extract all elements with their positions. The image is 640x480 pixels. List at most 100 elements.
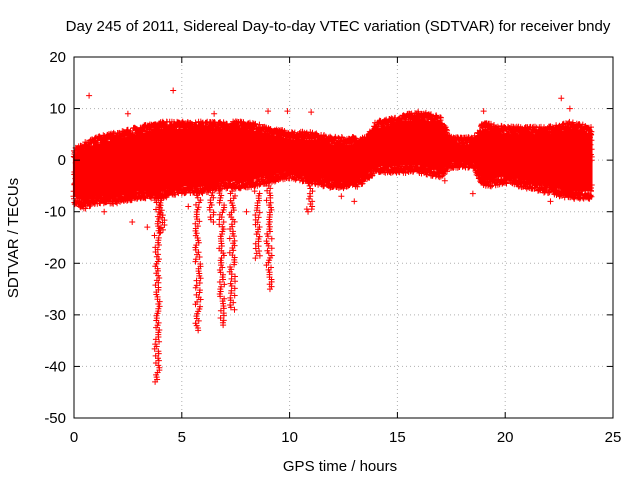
outlier-point <box>547 198 554 205</box>
data-point <box>268 235 275 242</box>
data-point <box>228 275 235 282</box>
data-point <box>309 188 316 195</box>
outlier-point <box>351 198 358 205</box>
outlier-point <box>480 108 487 115</box>
data-point <box>192 284 199 291</box>
data-point <box>152 282 159 289</box>
x-tick-label: 15 <box>389 429 406 446</box>
outlier-point <box>170 87 177 94</box>
outlier-point <box>586 195 593 202</box>
data-point <box>252 255 259 262</box>
x-tick-label: 10 <box>281 429 298 446</box>
y-tick-label: -10 <box>44 204 66 221</box>
outlier-point <box>523 185 530 192</box>
excursion-streak <box>192 182 204 334</box>
data-point <box>210 194 217 201</box>
y-tick-label: -30 <box>44 307 66 324</box>
data-point <box>305 180 312 187</box>
data-point <box>227 226 234 233</box>
excursion-streak <box>226 188 239 313</box>
outlier-point <box>86 92 93 99</box>
data-point <box>216 221 223 228</box>
x-axis-label: GPS time / hours <box>283 458 397 475</box>
data-point <box>195 327 202 334</box>
chart-title: Day 245 of 2011, Sidereal Day-to-day VTE… <box>66 18 611 35</box>
x-tick-label: 5 <box>178 429 186 446</box>
outlier-point <box>101 208 108 215</box>
data-point <box>157 190 164 197</box>
outlier-point <box>338 193 345 200</box>
data-point <box>251 188 258 195</box>
data-point <box>211 185 218 192</box>
data-point <box>231 285 238 292</box>
plot-frame <box>73 56 614 419</box>
data-point <box>256 209 263 216</box>
data-point <box>161 221 168 228</box>
outlier-point <box>566 105 573 112</box>
outlier-point <box>308 109 315 116</box>
data-point <box>232 278 239 285</box>
excursion-streak <box>156 177 168 236</box>
data-point <box>266 286 273 293</box>
excursion-streak <box>216 182 228 329</box>
data-point <box>256 252 263 259</box>
y-tick-label: -20 <box>44 255 66 272</box>
outlier-point <box>265 108 272 115</box>
data-point <box>192 301 199 308</box>
data-point <box>196 218 203 225</box>
x-tick-label: 0 <box>70 429 78 446</box>
outlier-point <box>571 195 578 202</box>
outlier-point <box>144 224 151 231</box>
x-tick-label: 25 <box>605 429 622 446</box>
data-point <box>253 231 260 238</box>
data-point <box>152 336 159 343</box>
x-tick-label: 20 <box>497 429 514 446</box>
data-point <box>197 296 204 303</box>
data-point <box>155 350 162 357</box>
y-axis-label: SDTVAR / TECUs <box>5 178 22 298</box>
data-point <box>230 247 237 254</box>
data-point <box>152 378 159 385</box>
data-point <box>151 345 158 352</box>
outlier-point <box>469 190 476 197</box>
y-tick-label: -50 <box>44 410 66 427</box>
data-point <box>306 182 313 189</box>
outlier-point <box>129 219 136 226</box>
data-point <box>265 250 272 257</box>
data-point <box>197 275 204 282</box>
data-point <box>156 338 163 345</box>
excursion-streak <box>251 188 263 262</box>
data-points <box>70 87 595 385</box>
data-point <box>220 276 227 283</box>
data-point <box>306 195 313 202</box>
y-tick-label: -40 <box>44 358 66 375</box>
outlier-point <box>284 108 291 115</box>
data-point <box>210 219 217 226</box>
data-point <box>220 322 227 329</box>
data-point <box>231 292 238 299</box>
data-point <box>217 314 224 321</box>
outlier-point <box>558 95 565 102</box>
axis-ticks: 0 5 10 15 20 25 -50 -40 -30 -20 -10 0 10 20 <box>44 49 621 446</box>
data-point <box>253 250 260 257</box>
data-point <box>226 235 233 242</box>
data-point <box>231 261 238 268</box>
data-point <box>196 289 203 296</box>
excursion-streak <box>263 182 275 293</box>
data-point <box>252 221 259 228</box>
outlier-point <box>243 208 250 215</box>
data-point <box>216 199 223 206</box>
data-point <box>192 258 199 265</box>
data-point <box>268 245 275 252</box>
outlier-point <box>441 177 448 184</box>
outlier-point <box>303 206 310 213</box>
data-point <box>263 262 270 269</box>
data-point <box>230 195 237 202</box>
data-point <box>252 245 259 252</box>
data-point <box>228 290 235 297</box>
data-point <box>156 230 163 237</box>
data-point <box>265 233 272 240</box>
data-point <box>231 306 238 313</box>
data-point <box>267 185 274 192</box>
